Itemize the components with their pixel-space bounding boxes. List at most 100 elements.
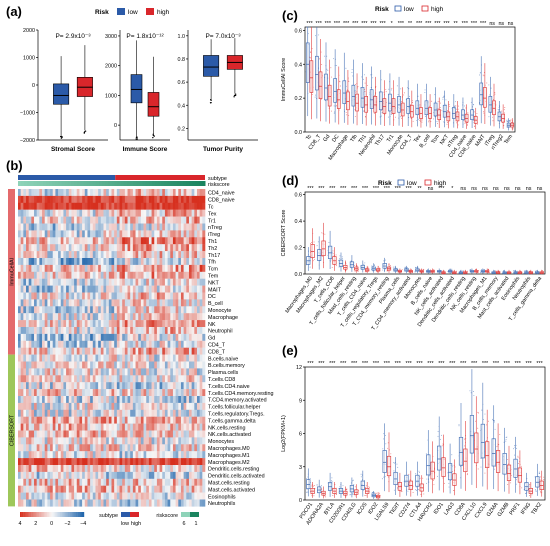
heatmap-cell bbox=[159, 340, 163, 348]
heatmap-cell bbox=[111, 382, 115, 390]
heatmap-cell bbox=[31, 361, 35, 369]
heatmap-cell bbox=[186, 271, 190, 279]
panelC-point bbox=[309, 56, 311, 58]
panelD-box-low bbox=[327, 245, 333, 259]
heatmap-cell bbox=[202, 237, 206, 245]
heatmap-cell bbox=[162, 189, 166, 197]
heatmap-cell bbox=[82, 396, 86, 404]
heatmap-cell bbox=[60, 285, 64, 293]
heatmap-cell bbox=[36, 409, 40, 417]
heatmap-cell bbox=[58, 313, 62, 321]
heatmap-cell bbox=[26, 499, 29, 507]
heatmap-cell bbox=[82, 402, 86, 410]
heatmap-cell bbox=[143, 202, 147, 210]
heatmap-cell bbox=[66, 444, 70, 452]
heatmap-cell bbox=[164, 402, 168, 410]
heatmap-cell bbox=[66, 499, 70, 507]
heatmap-cell bbox=[186, 465, 190, 473]
heatmap-cell bbox=[175, 458, 179, 466]
heatmap-cell bbox=[175, 195, 179, 203]
heatmap-cell bbox=[106, 313, 110, 321]
heatmap-cell bbox=[154, 471, 158, 479]
heatmap-cell bbox=[20, 251, 24, 259]
heatmap-cell bbox=[92, 485, 96, 493]
heatmap-cell bbox=[138, 216, 142, 224]
heatmap-cell bbox=[154, 292, 158, 300]
panelD-point bbox=[386, 270, 388, 272]
heatmap-cell bbox=[135, 347, 139, 355]
heatmap-cell bbox=[194, 313, 198, 321]
heatmap-cell bbox=[114, 285, 118, 293]
heatmap-cell bbox=[196, 209, 200, 217]
heatmap-cell bbox=[36, 216, 40, 224]
heatmap-cell bbox=[79, 327, 83, 335]
heatmap-cell bbox=[63, 230, 67, 238]
heatmap-cell bbox=[87, 299, 91, 307]
heatmap-cell bbox=[44, 251, 48, 259]
panelD-sig: * bbox=[451, 186, 454, 192]
heatmap-cell bbox=[116, 430, 120, 438]
panelD-point bbox=[450, 269, 452, 271]
panelD-point bbox=[495, 270, 497, 272]
heatmap-cell bbox=[172, 258, 176, 266]
heatmap-cell bbox=[159, 368, 163, 376]
heatmap-cell bbox=[87, 320, 91, 328]
heatmap-cell bbox=[23, 258, 27, 266]
heatmap-cell bbox=[191, 478, 195, 486]
heatmap-cell bbox=[50, 409, 54, 417]
heatmap-cell bbox=[172, 389, 176, 397]
heatmap-cell bbox=[106, 189, 110, 197]
heatmap-cell bbox=[60, 333, 64, 341]
heatmap-cell bbox=[194, 216, 198, 224]
heatmap-cell bbox=[138, 396, 142, 404]
heatmap-cell bbox=[23, 299, 27, 307]
heatmap-cell bbox=[180, 202, 184, 210]
panelC-point bbox=[330, 67, 332, 69]
heatmap-cell bbox=[162, 209, 166, 217]
heatmap-cell bbox=[52, 375, 56, 383]
heatmap-cell bbox=[52, 402, 56, 410]
heatmap-cell bbox=[31, 223, 35, 231]
panelD-sig: *** bbox=[384, 186, 391, 192]
panelD-point bbox=[452, 270, 454, 272]
panelD-point bbox=[341, 258, 343, 259]
heatmap-cell bbox=[186, 423, 190, 431]
heatmap-cell bbox=[95, 244, 99, 252]
heatmap-cell bbox=[63, 347, 67, 355]
heatmap-cell bbox=[44, 209, 48, 217]
heatmap-cell bbox=[47, 499, 51, 507]
heatmap-cell bbox=[47, 354, 51, 362]
riskscore-cell bbox=[33, 181, 38, 186]
heatmap-cell bbox=[87, 499, 91, 507]
heatmap-row bbox=[18, 251, 206, 259]
heatmap-cell bbox=[39, 327, 43, 335]
heatmap-cell bbox=[180, 271, 184, 279]
heatmap-cell bbox=[124, 251, 128, 259]
heatmap-cell bbox=[87, 223, 91, 231]
heatmap-cell bbox=[55, 264, 59, 272]
heatmap-cell bbox=[18, 409, 21, 417]
heatmap-cell bbox=[28, 389, 32, 397]
heatmap-cell bbox=[138, 299, 142, 307]
heatmap-cell bbox=[20, 223, 24, 231]
panelD-sig: *** bbox=[318, 186, 325, 192]
heatmap-row-label: T.cells.gamma.delta bbox=[208, 418, 256, 424]
panelD-point bbox=[423, 269, 425, 271]
heatmap-cell bbox=[66, 230, 70, 238]
heatmap-cell bbox=[140, 451, 144, 459]
heatmap-cell bbox=[202, 444, 206, 452]
heatmap-cell bbox=[183, 327, 187, 335]
heatmap-cell bbox=[87, 333, 91, 341]
heatmap-cell bbox=[76, 444, 80, 452]
heatmap-cell bbox=[50, 223, 54, 231]
heatmap-cell bbox=[138, 202, 142, 210]
heatmap-cell bbox=[132, 471, 136, 479]
heatmap-cell bbox=[132, 396, 136, 404]
heatmap-cell bbox=[26, 202, 29, 210]
heatmap-cell bbox=[156, 285, 160, 293]
color-legend-tick: −2 bbox=[64, 521, 70, 527]
heatmap-cell bbox=[202, 389, 206, 397]
heatmap-cell bbox=[98, 368, 102, 376]
panelD-point bbox=[516, 270, 518, 272]
heatmap-cell bbox=[63, 437, 67, 445]
